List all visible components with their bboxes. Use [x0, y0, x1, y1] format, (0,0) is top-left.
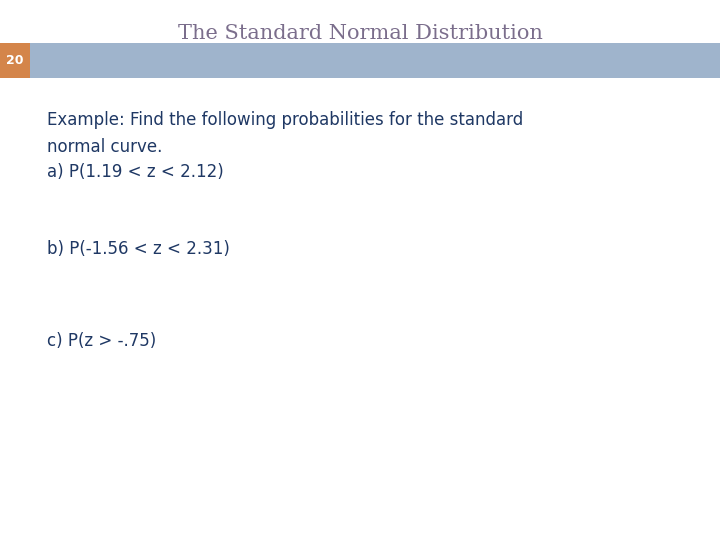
Text: c) P(z > -.75): c) P(z > -.75) [47, 332, 156, 350]
Text: a) P(1.19 < z < 2.12): a) P(1.19 < z < 2.12) [47, 163, 223, 181]
FancyBboxPatch shape [0, 43, 30, 78]
Text: b) P(-1.56 < z < 2.31): b) P(-1.56 < z < 2.31) [47, 240, 230, 258]
Text: normal curve.: normal curve. [47, 138, 162, 156]
Text: 20: 20 [6, 54, 24, 68]
Text: The Standard Normal Distribution: The Standard Normal Distribution [178, 24, 542, 43]
FancyBboxPatch shape [0, 43, 720, 78]
Text: Example: Find the following probabilities for the standard: Example: Find the following probabilitie… [47, 111, 523, 129]
